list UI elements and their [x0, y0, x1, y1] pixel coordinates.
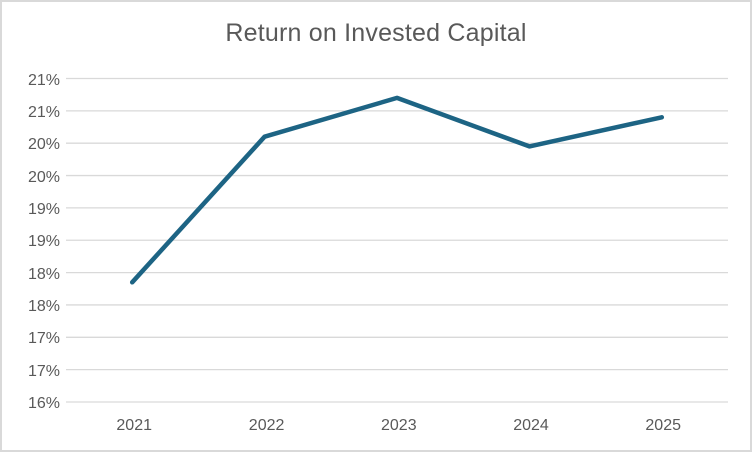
series-line [129, 95, 665, 285]
y-axis-tick-label: 19% [27, 200, 60, 218]
y-axis-tick-label: 19% [27, 233, 60, 251]
y-axis-tick-label: 21% [27, 103, 60, 121]
y-axis-tick-label: 18% [27, 265, 60, 283]
y-axis-tick-label: 17% [27, 330, 60, 348]
chart-title: Return on Invested Capital [225, 19, 527, 47]
y-axis-tick-label: 16% [27, 395, 60, 412]
x-axis-category-label: 2021 [116, 417, 152, 434]
x-axis-category-label: 2022 [248, 417, 285, 434]
y-axis-tick-label: 17% [27, 362, 60, 380]
y-axis-tick-label: 20% [27, 168, 60, 186]
y-axis-tick-label: 20% [27, 136, 60, 154]
y-axis-tick-label: 21% [27, 71, 60, 89]
y-axis-tick-label: 18% [27, 298, 60, 315]
x-axis-category-label: 2025 [645, 417, 681, 434]
x-axis-category-label: 2024 [513, 417, 549, 434]
x-axis-category-label: 2023 [381, 417, 417, 434]
